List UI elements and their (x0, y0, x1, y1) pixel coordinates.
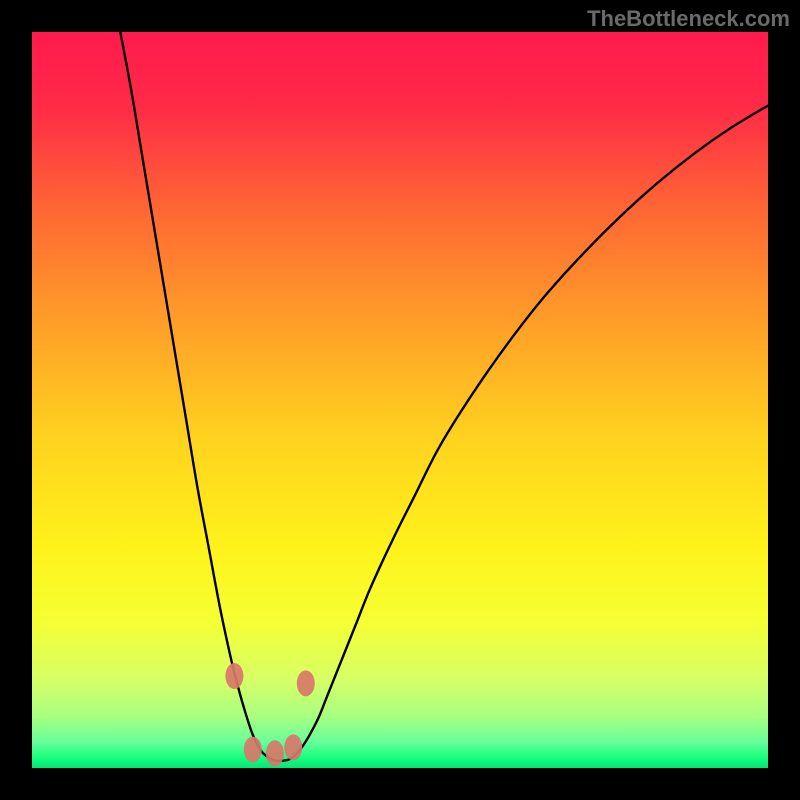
curve-marker (297, 670, 315, 696)
curve-marker (225, 663, 243, 689)
curve-marker (266, 740, 284, 766)
curve-marker (284, 734, 302, 760)
chart-plot-area (32, 32, 768, 768)
bottleneck-curve (120, 32, 768, 761)
watermark-text: TheBottleneck.com (587, 6, 790, 32)
chart-svg (32, 32, 768, 768)
curve-marker (244, 737, 262, 763)
